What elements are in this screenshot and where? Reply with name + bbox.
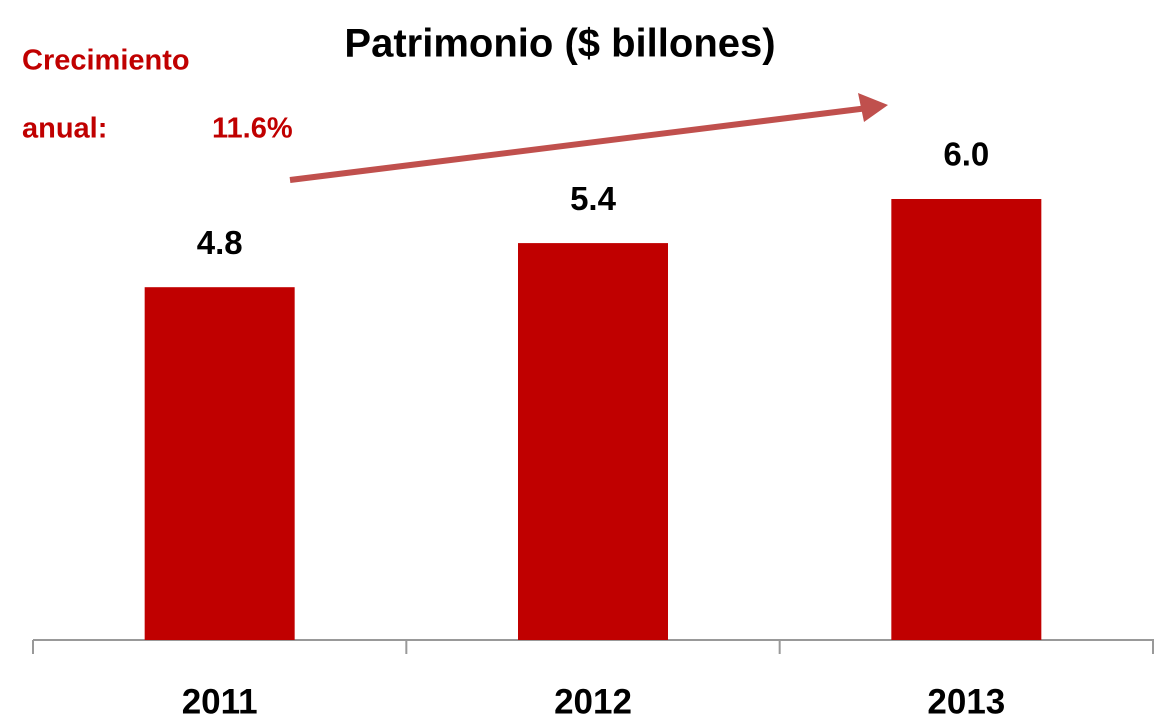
bar <box>144 287 295 640</box>
bar <box>518 243 668 640</box>
arrow-head <box>858 93 888 122</box>
value-label: 5.4 <box>570 180 617 217</box>
annotation-line: anual: <box>22 113 107 145</box>
annotation-line: Crecimiento <box>22 45 190 77</box>
value-label: 6.0 <box>943 136 989 173</box>
growth-arrow <box>289 105 869 183</box>
bar <box>891 199 1042 640</box>
value-label: 4.8 <box>197 224 243 261</box>
x-tick-label: 2013 <box>927 682 1005 721</box>
x-tick-label: 2012 <box>554 682 632 721</box>
chart-title: Patrimonio ($ billones) <box>344 22 775 66</box>
x-tick-label: 2011 <box>182 682 258 721</box>
annotation-value: 11.6% <box>212 113 293 145</box>
